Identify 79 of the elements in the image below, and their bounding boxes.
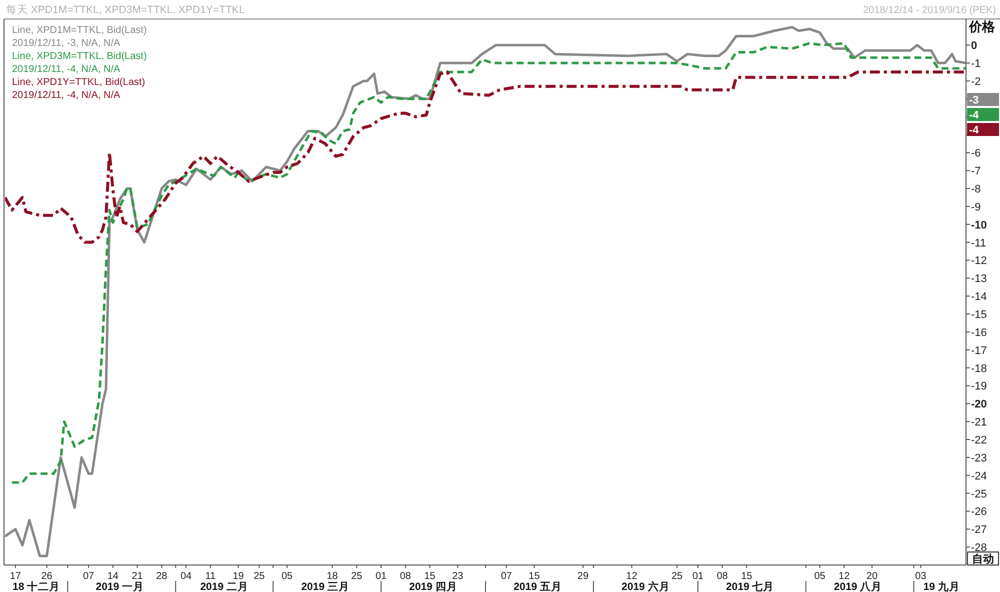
x-tick-label: 18 <box>326 571 338 582</box>
y-tick-label: -18 <box>971 362 987 375</box>
y-tick-label: -23 <box>971 452 987 464</box>
label-tag: -4 <box>967 123 999 136</box>
label-tag: -4 <box>967 108 999 122</box>
x-tick-label: 25 <box>351 571 363 582</box>
x-tick-label: 21 <box>132 571 144 582</box>
text: Line, XPD3M=TTKL, Bid(Last) <box>12 51 147 62</box>
x2-tick-label: 2019 六月 <box>622 580 670 592</box>
x-tick-label: 01 <box>692 571 704 582</box>
y-tick-label: -22 <box>971 434 987 447</box>
x-tick-label: 15 <box>424 571 436 582</box>
x2-tick-label: 18 十二月 <box>12 580 60 592</box>
x2-tick-label: 2019 八月 <box>834 581 882 592</box>
y-tick-label: -1 <box>971 58 981 70</box>
line-series <box>5 26 966 558</box>
x-tick-label: 25 <box>254 571 266 582</box>
y-tick-label: -25 <box>971 488 987 500</box>
x-tick-label: 07 <box>83 571 95 582</box>
y-tick-label: -2 <box>971 76 981 88</box>
annotation: 2019/12/11, -4, N/A, N/A <box>12 90 121 101</box>
y-tick-label: -20 <box>971 398 987 411</box>
x-tick-label: 05 <box>281 571 294 582</box>
x-tick-label: 20 <box>866 571 878 582</box>
x-tick-label: 12 <box>838 571 850 582</box>
label-tag: -3 <box>967 93 999 106</box>
x-tick-label: 29 <box>577 571 589 582</box>
x-tick-label: 04 <box>180 571 192 582</box>
x-tick-label: 01 <box>375 571 388 582</box>
annotation: 2019/12/11, -3, N/A, N/A <box>12 38 121 49</box>
x-tick-label: 25 <box>671 571 684 582</box>
x2-tick-label: 2019 五月 <box>514 581 562 592</box>
x2-tick-label: 2019 二月 <box>200 581 248 592</box>
x-tick-label: 11 <box>205 571 216 582</box>
x-tick-label: 14 <box>107 571 119 582</box>
x-tick-label: 08 <box>400 571 412 582</box>
y-tick-label: -26 <box>971 506 987 518</box>
x2-tick-label: 2019 三月 <box>301 581 350 592</box>
x-tick-label: 12 <box>626 571 638 582</box>
x-tick-label: 07 <box>500 571 512 582</box>
y-tick-label: -24 <box>971 470 987 482</box>
x2-tick-label: 19 九月 <box>923 580 960 592</box>
y-tick-label: -7 <box>971 166 981 178</box>
text: Line, XPD1Y=TTKL, Bid(Last) <box>12 77 146 88</box>
y-axis-title: 价格 <box>968 19 996 34</box>
x-tick-label: 17 <box>10 571 22 582</box>
button: 自动 <box>967 552 999 566</box>
x2-tick-label: 2019 七月 <box>726 580 774 592</box>
x-tick-label: 23 <box>452 571 464 582</box>
y-tick-label: -12 <box>971 255 987 268</box>
y-tick-label: -28 <box>971 542 987 554</box>
annotation: 2019/12/11, -4, N/A, N/A <box>12 64 121 75</box>
text: Line, XPD1M=TTKL, Bid(Last) <box>12 25 147 36</box>
y-tick-label: -27 <box>971 524 987 536</box>
y-tick-label: -10 <box>971 219 987 232</box>
y-tick-label: -6 <box>971 148 981 160</box>
y-tick-label: -21 <box>971 416 987 429</box>
x-tick-label: 28 <box>156 571 168 582</box>
y-tick-label: -9 <box>971 201 981 214</box>
x-tick-label: 15 <box>741 571 753 582</box>
x2-tick-label: 2019 一月 <box>96 581 144 592</box>
y-tick-label: -8 <box>971 184 981 196</box>
y-tick-label: 0 <box>971 40 978 52</box>
chart-subtitle: 2018/12/14 - 2019/9/16 (PEK) <box>863 5 996 16</box>
y-tick-label: -14 <box>971 291 987 304</box>
x-tick-label: 19 <box>232 571 244 582</box>
x2-tick-label: 2019 四月 <box>409 581 458 592</box>
chart-title: 每天 XPD1M=TTKL, XPD3M=TTKL, XPD1Y=TTKL <box>6 4 245 16</box>
x-tick-label: 05 <box>814 571 826 582</box>
x-tick-label: 08 <box>716 571 728 582</box>
x-tick-label: 15 <box>528 571 540 582</box>
y-tick-label: -15 <box>971 309 987 322</box>
y-tick-label: -16 <box>971 326 987 339</box>
y-tick-label: -13 <box>971 273 987 286</box>
y-tick-label: -11 <box>971 237 986 250</box>
y-tick-label: -17 <box>971 344 987 357</box>
x-tick-label: 26 <box>41 571 53 582</box>
y-tick-label: -19 <box>971 380 987 393</box>
x-tick-label: 03 <box>915 571 927 582</box>
